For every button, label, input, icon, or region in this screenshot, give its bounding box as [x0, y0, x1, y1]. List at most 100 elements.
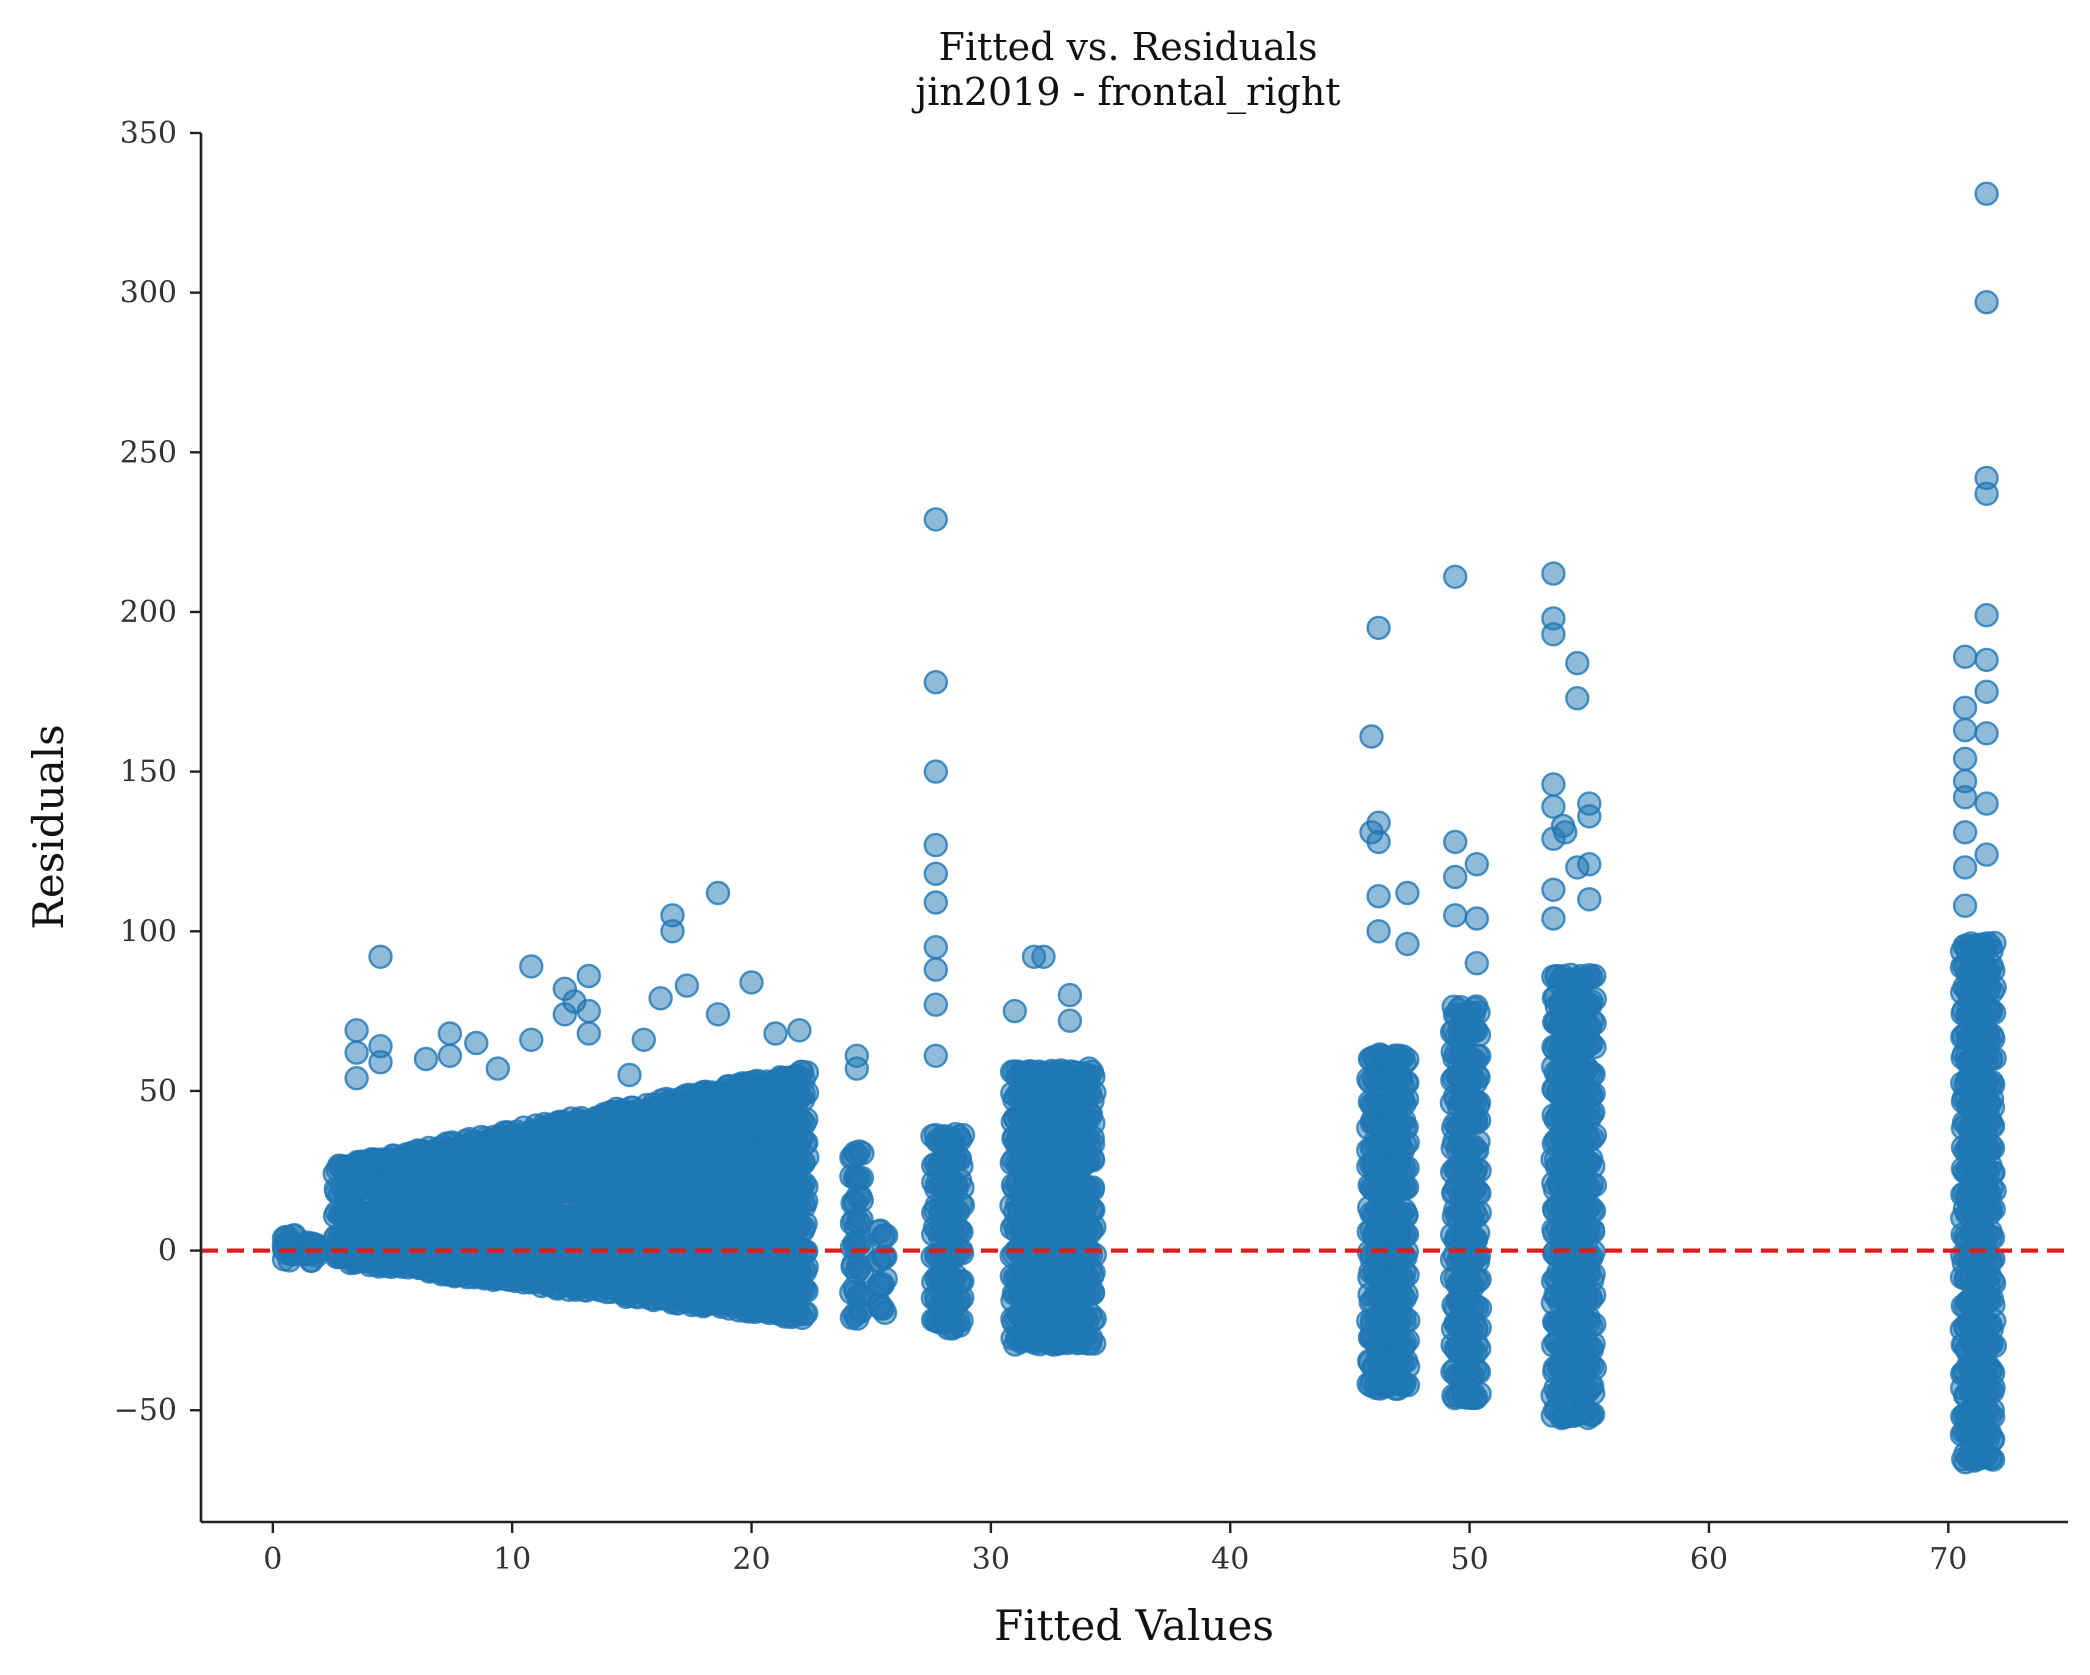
scatter-point — [1467, 1381, 1492, 1407]
scatter-point-outlier — [1541, 561, 1566, 586]
scatter-point — [1981, 1160, 2006, 1185]
scatter-point-outlier — [674, 973, 700, 998]
scatter-point-outlier — [1442, 903, 1468, 928]
scatter-point-outlier — [1974, 721, 1999, 746]
scatter-point-outlier — [1952, 893, 1978, 918]
scatter-point — [1395, 1354, 1421, 1379]
scatter-point-outlier — [1952, 746, 1978, 771]
scatter-point-outlier — [1952, 855, 1978, 880]
scatter-point — [1580, 1380, 1606, 1406]
scatter-point — [1980, 1225, 2006, 1251]
scatter-point — [1980, 1135, 2006, 1161]
scatter-point — [1980, 1361, 2006, 1386]
x-tick-label: 40 — [1211, 1542, 1249, 1577]
scatter-point — [794, 1130, 819, 1155]
scatter-point — [1080, 1175, 1106, 1200]
x-axis-ticks: 0 10 20 30 40 50 60 70 — [263, 1522, 1967, 1577]
scatter-point-outlier — [648, 986, 673, 1011]
scatter-point — [794, 1278, 819, 1304]
scatter-point-outlier — [1541, 622, 1566, 647]
scatter-point — [1466, 1129, 1491, 1155]
scatter-point-outlier — [1464, 951, 1490, 976]
scatter-point-outlier — [1442, 564, 1468, 589]
scatter-point — [1581, 1153, 1606, 1179]
scatter-point-outlier — [1002, 998, 1027, 1024]
scatter-point — [1581, 1198, 1607, 1223]
scatter-point — [874, 1223, 899, 1248]
scatter-point-outlier — [1395, 931, 1420, 957]
scatter-point-outlier — [344, 1065, 369, 1091]
scatter-point-outlier — [1974, 647, 1999, 673]
scatter-point — [1466, 1336, 1492, 1361]
scatter-point-outlier — [1974, 679, 1999, 704]
scatter-point — [1082, 1306, 1107, 1331]
x-axis-label: Fitted Values — [994, 1601, 1274, 1650]
scatter-point-outlier — [344, 1040, 369, 1065]
scatter-point — [1981, 958, 2006, 983]
scatter-point — [949, 1219, 974, 1245]
x-tick-label: 10 — [493, 1542, 531, 1577]
scatter-point-outlier — [660, 919, 685, 944]
scatter-point — [1582, 1034, 1607, 1060]
scatter-point-outlier — [923, 759, 948, 784]
scatter-point — [1582, 1312, 1607, 1337]
scatter-point-outlier — [923, 1043, 948, 1069]
scatter-point-outlier — [1541, 772, 1566, 797]
scatter-point — [849, 1165, 875, 1191]
scatter-point — [1394, 1203, 1419, 1228]
scatter-point-outlier — [576, 963, 601, 989]
scatter-point — [1395, 1328, 1421, 1353]
scatter-point — [1395, 1308, 1421, 1333]
scatter-point-outlier — [1541, 877, 1566, 902]
scatter-point — [1980, 1404, 2006, 1429]
scatter-point — [1395, 1070, 1420, 1096]
y-tick-label: 100 — [120, 914, 177, 949]
scatter-point-outlier — [1974, 791, 1999, 816]
scatter-point-outlier — [631, 1027, 656, 1053]
x-tick-label: 20 — [732, 1542, 770, 1577]
scatter-point — [794, 1080, 820, 1105]
scatter-point — [1394, 1115, 1420, 1140]
x-tick-label: 30 — [972, 1542, 1010, 1577]
scatter-point — [794, 1060, 820, 1085]
scatter-point — [950, 1122, 976, 1148]
scatter-point-outlier — [576, 998, 601, 1024]
y-axis-ticks: −50 0 50 100 150 200 250 300 350 — [114, 116, 201, 1428]
scatter-point — [793, 1211, 818, 1237]
scatter-points — [271, 181, 2008, 1475]
scatter-point — [1981, 1026, 2006, 1051]
scatter-point-outlier — [1057, 982, 1083, 1008]
scatter-point-outlier — [923, 832, 948, 858]
scatter-point — [1395, 1262, 1420, 1288]
scatter-point-outlier — [368, 944, 393, 969]
scatter-point — [1980, 1447, 2006, 1472]
scatter-point-outlier — [485, 1056, 510, 1081]
scatter-point-outlier — [763, 1021, 788, 1046]
scatter-point — [1466, 1064, 1491, 1090]
scatter-point-outlier — [1442, 829, 1468, 855]
scatter-point-outlier — [1565, 855, 1590, 880]
scatter-point — [850, 1235, 875, 1260]
scatter-point — [1466, 1243, 1492, 1269]
scatter-point-outlier — [1442, 864, 1468, 890]
scatter-point — [1467, 1267, 1492, 1292]
scatter-point-outlier — [1952, 644, 1978, 669]
x-tick-label: 50 — [1451, 1542, 1489, 1577]
scatter-point-outlier — [1974, 290, 1999, 315]
scatter-point — [794, 1174, 819, 1199]
scatter-point — [1981, 1271, 2007, 1296]
scatter-point — [1080, 1280, 1106, 1305]
scatter-point — [1466, 1043, 1492, 1069]
scatter-point-outlier — [1076, 1056, 1102, 1081]
scatter-point — [1081, 1331, 1107, 1356]
scatter-point-outlier — [1359, 724, 1384, 749]
scatter-point — [1466, 1359, 1492, 1385]
scatter-point — [850, 1141, 875, 1166]
scatter-point — [1081, 1197, 1106, 1223]
scatter-point — [1981, 1000, 2007, 1025]
scatter-point — [1466, 1000, 1491, 1025]
scatter-point-outlier — [1541, 794, 1566, 819]
scatter-point — [1081, 1110, 1106, 1136]
scatter-point-outlier — [1464, 906, 1490, 931]
scatter-point-outlier — [923, 890, 948, 915]
